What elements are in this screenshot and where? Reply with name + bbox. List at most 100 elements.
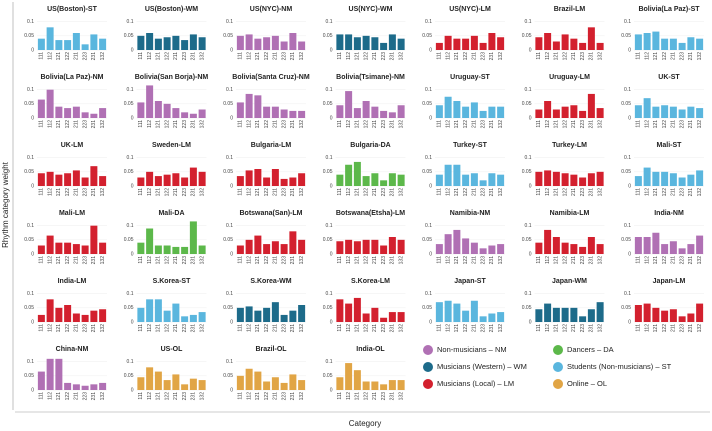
bar bbox=[289, 374, 297, 390]
x-tick-label: 231 bbox=[489, 324, 495, 333]
y-tick-label: 0 bbox=[230, 319, 233, 325]
x-tick-label: 112 bbox=[147, 188, 153, 196]
bar bbox=[488, 313, 496, 322]
bar bbox=[388, 112, 396, 118]
x-tick-label: 231 bbox=[688, 324, 694, 333]
x-tick-label: 231 bbox=[688, 120, 694, 129]
x-tick-label: 122 bbox=[65, 188, 71, 197]
y-tick-label: 0 bbox=[330, 183, 333, 189]
x-tick-label: 122 bbox=[463, 324, 469, 333]
bar bbox=[336, 105, 344, 118]
x-tick-label: 211 bbox=[472, 120, 478, 128]
bar bbox=[397, 38, 405, 50]
y-tick-label: 0 bbox=[429, 183, 432, 189]
x-tick-label: 112 bbox=[545, 324, 551, 332]
panel-title: China-NM bbox=[56, 346, 89, 353]
bar bbox=[181, 246, 189, 254]
bar bbox=[397, 174, 405, 186]
bar bbox=[488, 173, 496, 186]
panel-title: Brazil-OL bbox=[255, 346, 287, 353]
x-tick-label: 111 bbox=[636, 52, 642, 60]
x-tick-label: 112 bbox=[147, 392, 153, 400]
bar bbox=[198, 380, 206, 390]
x-tick-label: 111 bbox=[138, 324, 144, 332]
x-tick-label: 223 bbox=[281, 188, 287, 197]
y-tick-label: 0.1 bbox=[425, 19, 432, 25]
bar bbox=[462, 106, 470, 118]
x-tick-label: 211 bbox=[173, 324, 179, 332]
x-tick-label: 223 bbox=[82, 324, 88, 333]
bar bbox=[64, 40, 72, 50]
y-tick-label: 0 bbox=[330, 387, 333, 393]
x-tick-label: 231 bbox=[191, 324, 197, 333]
y-tick-label: 0.1 bbox=[27, 155, 34, 161]
y-tick-label: 0 bbox=[31, 47, 34, 53]
bar bbox=[99, 108, 107, 118]
x-tick-label: 121 bbox=[156, 392, 162, 401]
y-tick-label: 0 bbox=[429, 115, 432, 121]
bar bbox=[154, 101, 162, 118]
bar bbox=[388, 380, 396, 390]
y-tick-label: 0 bbox=[230, 251, 233, 257]
y-tick-label: 0.05 bbox=[323, 169, 333, 175]
x-tick-label: 132 bbox=[597, 52, 603, 61]
bar bbox=[163, 103, 171, 118]
bar bbox=[371, 381, 379, 390]
bar bbox=[388, 312, 396, 322]
x-tick-label: 112 bbox=[346, 324, 352, 332]
x-tick-label: 223 bbox=[580, 324, 586, 333]
bar bbox=[289, 110, 297, 118]
x-tick-label: 111 bbox=[39, 52, 45, 60]
x-tick-label: 112 bbox=[346, 120, 352, 128]
x-tick-label: 231 bbox=[290, 256, 296, 265]
bar bbox=[388, 34, 396, 50]
bar bbox=[263, 177, 271, 186]
x-tick-label: 112 bbox=[445, 120, 451, 128]
bar bbox=[687, 313, 695, 322]
bar bbox=[263, 244, 271, 254]
x-tick-label: 223 bbox=[281, 52, 287, 61]
bar bbox=[435, 105, 443, 118]
bar bbox=[263, 106, 271, 118]
bar bbox=[254, 371, 262, 390]
bar bbox=[371, 37, 379, 50]
bar bbox=[380, 317, 388, 322]
x-tick-label: 122 bbox=[264, 188, 270, 197]
panel-title: Japan-LM bbox=[653, 278, 686, 285]
x-tick-label: 122 bbox=[164, 120, 170, 129]
bar bbox=[64, 382, 72, 390]
bar bbox=[643, 33, 651, 50]
y-tick-label: 0.1 bbox=[27, 19, 34, 25]
y-tick-label: 0 bbox=[230, 387, 233, 393]
bar bbox=[696, 170, 704, 186]
panel-title: US(NYC)-WM bbox=[349, 6, 393, 13]
x-tick-label: 132 bbox=[100, 256, 106, 265]
bar bbox=[661, 38, 669, 50]
panel-title: UK-LM bbox=[61, 142, 84, 149]
y-tick-label: 0 bbox=[131, 183, 134, 189]
x-tick-label: 231 bbox=[589, 256, 595, 265]
x-tick-label: 111 bbox=[437, 52, 443, 60]
y-tick-label: 0.05 bbox=[621, 33, 631, 39]
y-tick-label: 0.1 bbox=[226, 291, 233, 297]
bar bbox=[298, 173, 306, 186]
bar bbox=[397, 312, 405, 322]
x-tick-label: 121 bbox=[653, 188, 659, 197]
bar bbox=[661, 105, 669, 118]
bar bbox=[298, 110, 306, 118]
x-tick-label: 111 bbox=[337, 324, 343, 332]
bar bbox=[579, 316, 587, 322]
bar bbox=[280, 244, 288, 254]
bar bbox=[336, 299, 344, 322]
bar bbox=[453, 303, 461, 322]
legend-label: Students (Non-musicians) – ST bbox=[567, 362, 672, 371]
x-tick-label: 132 bbox=[697, 52, 703, 61]
x-tick-label: 121 bbox=[554, 324, 560, 333]
y-tick-label: 0.1 bbox=[624, 223, 631, 229]
x-tick-label: 121 bbox=[56, 188, 62, 197]
y-tick-label: 0 bbox=[330, 251, 333, 257]
bar bbox=[37, 245, 45, 254]
x-tick-label: 111 bbox=[437, 120, 443, 128]
bar bbox=[462, 174, 470, 186]
bar bbox=[298, 239, 306, 254]
